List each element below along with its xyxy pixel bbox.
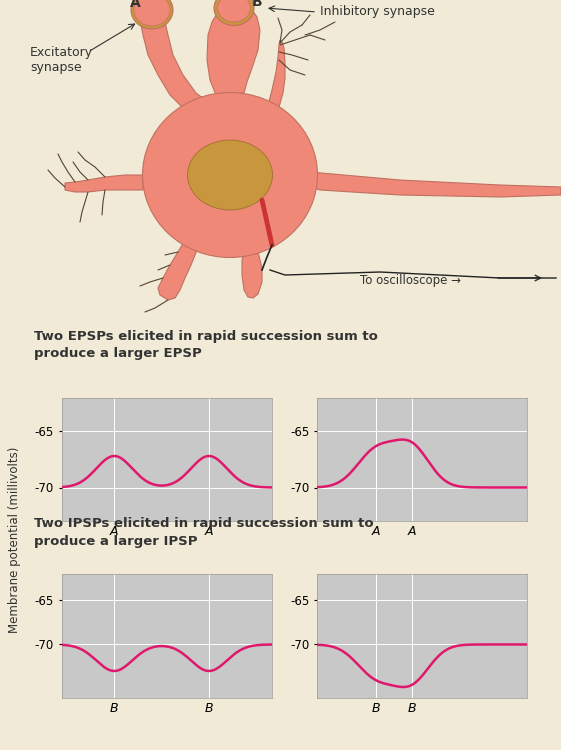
Ellipse shape <box>134 0 170 26</box>
Text: Excitatory
synapse: Excitatory synapse <box>30 46 93 74</box>
Polygon shape <box>65 175 143 192</box>
Polygon shape <box>158 238 203 300</box>
Text: Two IPSPs elicited in rapid succession sum to
produce a larger IPSP: Two IPSPs elicited in rapid succession s… <box>34 518 373 548</box>
Polygon shape <box>140 5 212 110</box>
Text: Two EPSPs elicited in rapid succession sum to
produce a larger EPSP: Two EPSPs elicited in rapid succession s… <box>34 330 378 360</box>
Text: A: A <box>130 0 140 10</box>
Text: To oscilloscope →: To oscilloscope → <box>360 274 461 287</box>
Ellipse shape <box>131 0 173 29</box>
Polygon shape <box>268 40 285 107</box>
Ellipse shape <box>218 0 251 22</box>
Ellipse shape <box>187 140 273 210</box>
Ellipse shape <box>214 0 254 26</box>
Polygon shape <box>305 165 561 197</box>
Text: Membrane potential (millivolts): Membrane potential (millivolts) <box>7 447 21 633</box>
Polygon shape <box>242 237 262 298</box>
Text: Inhibitory synapse: Inhibitory synapse <box>320 5 435 19</box>
Ellipse shape <box>142 92 318 257</box>
Polygon shape <box>207 3 260 95</box>
Text: B: B <box>252 0 263 9</box>
